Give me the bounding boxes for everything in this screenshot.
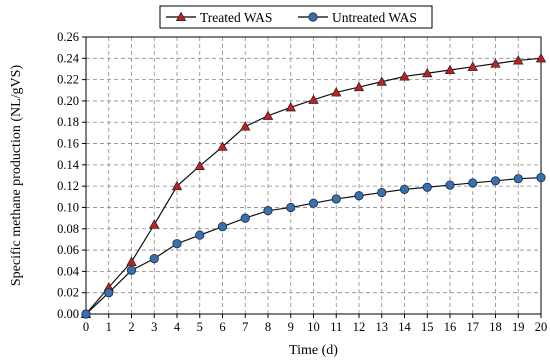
x-tick-label: 6 <box>219 320 225 334</box>
x-tick-label: 3 <box>151 320 157 334</box>
data-point <box>263 206 273 216</box>
data-point <box>171 180 183 191</box>
x-tick-label: 19 <box>512 320 525 334</box>
x-tick-label: 14 <box>398 320 411 334</box>
y-tick-label: 0.12 <box>57 179 79 193</box>
series-group <box>80 52 547 319</box>
data-point <box>490 58 501 68</box>
data-point <box>331 194 341 204</box>
x-tick-label: 20 <box>535 320 548 334</box>
x-tick-label: 1 <box>106 320 112 334</box>
y-tick-label: 0.20 <box>57 94 79 108</box>
x-axis-title: Time (d) <box>289 343 338 358</box>
data-point <box>353 81 365 92</box>
legend-marker <box>308 12 318 22</box>
data-point <box>445 180 455 190</box>
data-point <box>468 178 478 188</box>
y-axis-title: Specific methane production (NL/gVS) <box>9 65 24 287</box>
data-point <box>240 213 250 223</box>
y-tick-label: 0.02 <box>57 286 79 300</box>
data-point <box>240 121 251 131</box>
data-point <box>126 256 137 266</box>
data-point <box>399 184 410 194</box>
data-point <box>399 71 410 81</box>
legend-box <box>159 5 433 29</box>
legend-triangle-marker <box>175 11 187 22</box>
data-point <box>172 239 182 249</box>
data-point <box>422 67 433 78</box>
legend-circle-marker <box>308 12 318 22</box>
y-tick-label: 0.16 <box>57 137 79 151</box>
legend-marker <box>175 11 187 22</box>
data-point <box>149 219 160 229</box>
x-tick-label: 2 <box>128 320 134 334</box>
x-tick-label: 17 <box>467 320 480 334</box>
grid <box>86 37 541 314</box>
y-tick-label: 0.04 <box>57 264 80 278</box>
x-axis-ticks: 0 1 2 3 4 5 6 7 8 9 10 11 12 13 14 15 16 17 18 19 20 <box>83 314 547 334</box>
y-tick-label: 0.00 <box>57 307 79 321</box>
y-tick-label: 0.08 <box>57 222 79 236</box>
data-point <box>331 87 342 97</box>
legend-label-treated: Treated WAS <box>200 10 272 25</box>
y-tick-label: 0.14 <box>57 158 80 172</box>
data-point <box>308 198 319 208</box>
y-tick-label: 0.10 <box>57 200 79 214</box>
x-tick-label: 13 <box>376 320 389 334</box>
data-point <box>262 110 274 120</box>
y-tick-label: 0.06 <box>57 243 79 257</box>
x-tick-label: 10 <box>307 320 320 334</box>
data-point <box>308 94 319 104</box>
data-point <box>104 288 114 298</box>
data-point <box>444 64 456 75</box>
series-untreated <box>81 173 546 319</box>
y-tick-label: 0.18 <box>57 115 79 129</box>
data-point <box>217 141 228 151</box>
y-tick-label: 0.26 <box>57 30 79 44</box>
data-point <box>195 230 205 240</box>
data-point <box>467 61 478 71</box>
data-point <box>217 222 228 232</box>
data-point <box>377 187 387 198</box>
data-point <box>536 173 546 183</box>
data-point <box>354 191 364 201</box>
x-tick-label: 12 <box>353 320 366 334</box>
y-tick-label: 0.22 <box>57 73 79 87</box>
x-tick-label: 7 <box>242 320 248 334</box>
data-point <box>422 182 432 192</box>
data-point <box>513 55 524 65</box>
data-point <box>490 176 501 186</box>
data-point <box>194 160 205 170</box>
legend-label-untreated: Untreated WAS <box>332 10 417 25</box>
x-tick-label: 9 <box>288 320 294 334</box>
data-point <box>513 174 523 184</box>
data-point <box>376 76 387 86</box>
y-axis-ticks: 0.00 0.02 0.04 0.06 0.08 0.10 0.12 0.14 0.16 0.18… <box>57 30 86 321</box>
legend: Treated WAS Untreated WAS <box>159 5 433 29</box>
x-tick-label: 16 <box>444 320 457 334</box>
x-tick-label: 5 <box>197 320 203 334</box>
data-point <box>535 52 547 63</box>
y-tick-label: 0.24 <box>57 51 80 65</box>
x-tick-label: 11 <box>330 320 342 334</box>
data-point <box>81 309 91 319</box>
x-tick-label: 15 <box>421 320 434 334</box>
x-tick-label: 0 <box>83 320 89 334</box>
x-tick-label: 18 <box>489 320 502 334</box>
data-point <box>149 254 159 264</box>
data-point <box>285 101 296 112</box>
x-tick-label: 8 <box>265 320 271 334</box>
plot-frame <box>85 36 542 315</box>
data-point <box>126 265 137 275</box>
x-tick-label: 4 <box>174 320 181 334</box>
data-point <box>286 202 296 213</box>
